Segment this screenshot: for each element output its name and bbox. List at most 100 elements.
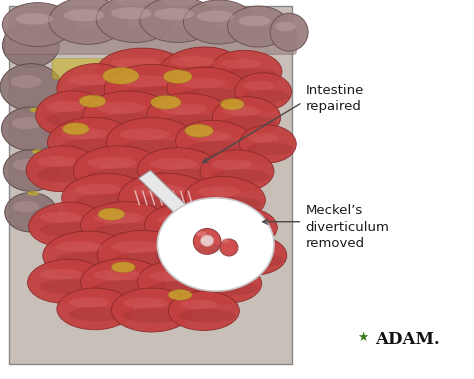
Ellipse shape bbox=[110, 252, 182, 269]
Ellipse shape bbox=[248, 133, 279, 143]
Ellipse shape bbox=[94, 212, 144, 224]
Ellipse shape bbox=[118, 173, 213, 222]
Ellipse shape bbox=[221, 238, 229, 243]
Ellipse shape bbox=[183, 0, 255, 44]
Ellipse shape bbox=[238, 16, 271, 26]
Ellipse shape bbox=[275, 22, 295, 31]
Ellipse shape bbox=[133, 184, 185, 196]
Ellipse shape bbox=[10, 75, 42, 88]
Ellipse shape bbox=[74, 183, 121, 194]
Ellipse shape bbox=[110, 58, 160, 68]
Ellipse shape bbox=[111, 7, 152, 19]
Ellipse shape bbox=[197, 186, 241, 197]
Ellipse shape bbox=[36, 156, 76, 167]
Ellipse shape bbox=[39, 279, 101, 294]
Ellipse shape bbox=[160, 103, 207, 115]
Ellipse shape bbox=[28, 202, 104, 247]
Ellipse shape bbox=[223, 106, 260, 116]
Ellipse shape bbox=[179, 77, 225, 88]
Ellipse shape bbox=[27, 259, 105, 303]
Ellipse shape bbox=[0, 64, 62, 111]
Ellipse shape bbox=[175, 120, 256, 166]
Ellipse shape bbox=[12, 159, 40, 171]
Ellipse shape bbox=[104, 64, 199, 114]
Ellipse shape bbox=[2, 3, 73, 47]
Ellipse shape bbox=[83, 91, 173, 140]
Ellipse shape bbox=[211, 169, 270, 184]
Ellipse shape bbox=[211, 50, 282, 90]
Ellipse shape bbox=[137, 261, 218, 305]
Ellipse shape bbox=[196, 231, 207, 236]
Ellipse shape bbox=[211, 160, 252, 170]
Ellipse shape bbox=[57, 64, 133, 111]
FancyBboxPatch shape bbox=[52, 59, 242, 80]
FancyBboxPatch shape bbox=[5, 28, 296, 54]
Ellipse shape bbox=[110, 241, 160, 253]
Ellipse shape bbox=[185, 124, 213, 137]
Ellipse shape bbox=[170, 243, 216, 254]
Ellipse shape bbox=[60, 139, 128, 155]
Ellipse shape bbox=[217, 216, 256, 226]
Ellipse shape bbox=[68, 85, 129, 101]
Ellipse shape bbox=[171, 56, 215, 67]
Ellipse shape bbox=[96, 0, 174, 42]
Ellipse shape bbox=[60, 128, 107, 139]
Ellipse shape bbox=[27, 191, 39, 196]
Ellipse shape bbox=[170, 253, 237, 269]
Ellipse shape bbox=[157, 214, 204, 225]
Ellipse shape bbox=[197, 196, 262, 212]
Ellipse shape bbox=[57, 288, 133, 330]
Ellipse shape bbox=[97, 48, 187, 92]
Ellipse shape bbox=[239, 125, 296, 163]
Ellipse shape bbox=[97, 113, 169, 130]
Ellipse shape bbox=[228, 6, 289, 47]
Ellipse shape bbox=[118, 75, 171, 87]
Ellipse shape bbox=[62, 174, 147, 219]
Ellipse shape bbox=[68, 307, 129, 321]
Ellipse shape bbox=[179, 300, 218, 309]
Ellipse shape bbox=[120, 140, 192, 157]
Ellipse shape bbox=[81, 259, 166, 306]
Ellipse shape bbox=[171, 66, 235, 81]
Ellipse shape bbox=[11, 117, 41, 129]
Ellipse shape bbox=[49, 0, 127, 44]
Ellipse shape bbox=[64, 9, 104, 21]
Ellipse shape bbox=[123, 308, 188, 323]
Text: ★: ★ bbox=[357, 330, 369, 343]
Ellipse shape bbox=[235, 73, 292, 111]
FancyBboxPatch shape bbox=[9, 6, 292, 364]
Ellipse shape bbox=[12, 34, 40, 46]
Ellipse shape bbox=[118, 87, 194, 104]
Ellipse shape bbox=[120, 128, 170, 140]
Ellipse shape bbox=[212, 97, 281, 138]
Ellipse shape bbox=[243, 81, 274, 90]
Ellipse shape bbox=[43, 231, 128, 277]
Ellipse shape bbox=[110, 68, 182, 83]
Ellipse shape bbox=[73, 146, 164, 195]
Ellipse shape bbox=[145, 204, 230, 249]
Ellipse shape bbox=[200, 150, 274, 193]
Ellipse shape bbox=[13, 201, 39, 212]
Ellipse shape bbox=[26, 146, 97, 191]
Ellipse shape bbox=[133, 196, 209, 213]
Ellipse shape bbox=[46, 101, 85, 112]
Ellipse shape bbox=[93, 280, 162, 296]
Ellipse shape bbox=[223, 116, 277, 130]
Ellipse shape bbox=[107, 117, 197, 167]
Ellipse shape bbox=[140, 0, 216, 42]
Ellipse shape bbox=[55, 241, 102, 252]
Ellipse shape bbox=[230, 244, 267, 254]
Ellipse shape bbox=[221, 59, 261, 69]
Circle shape bbox=[157, 198, 274, 291]
Text: Intestine
repaired: Intestine repaired bbox=[306, 84, 364, 113]
Ellipse shape bbox=[193, 264, 262, 303]
Ellipse shape bbox=[97, 230, 187, 279]
Ellipse shape bbox=[97, 102, 146, 114]
Ellipse shape bbox=[93, 269, 140, 280]
Ellipse shape bbox=[187, 141, 252, 157]
Ellipse shape bbox=[147, 93, 232, 140]
Ellipse shape bbox=[243, 90, 289, 103]
Ellipse shape bbox=[2, 23, 59, 67]
Ellipse shape bbox=[204, 273, 241, 282]
Ellipse shape bbox=[248, 142, 293, 155]
